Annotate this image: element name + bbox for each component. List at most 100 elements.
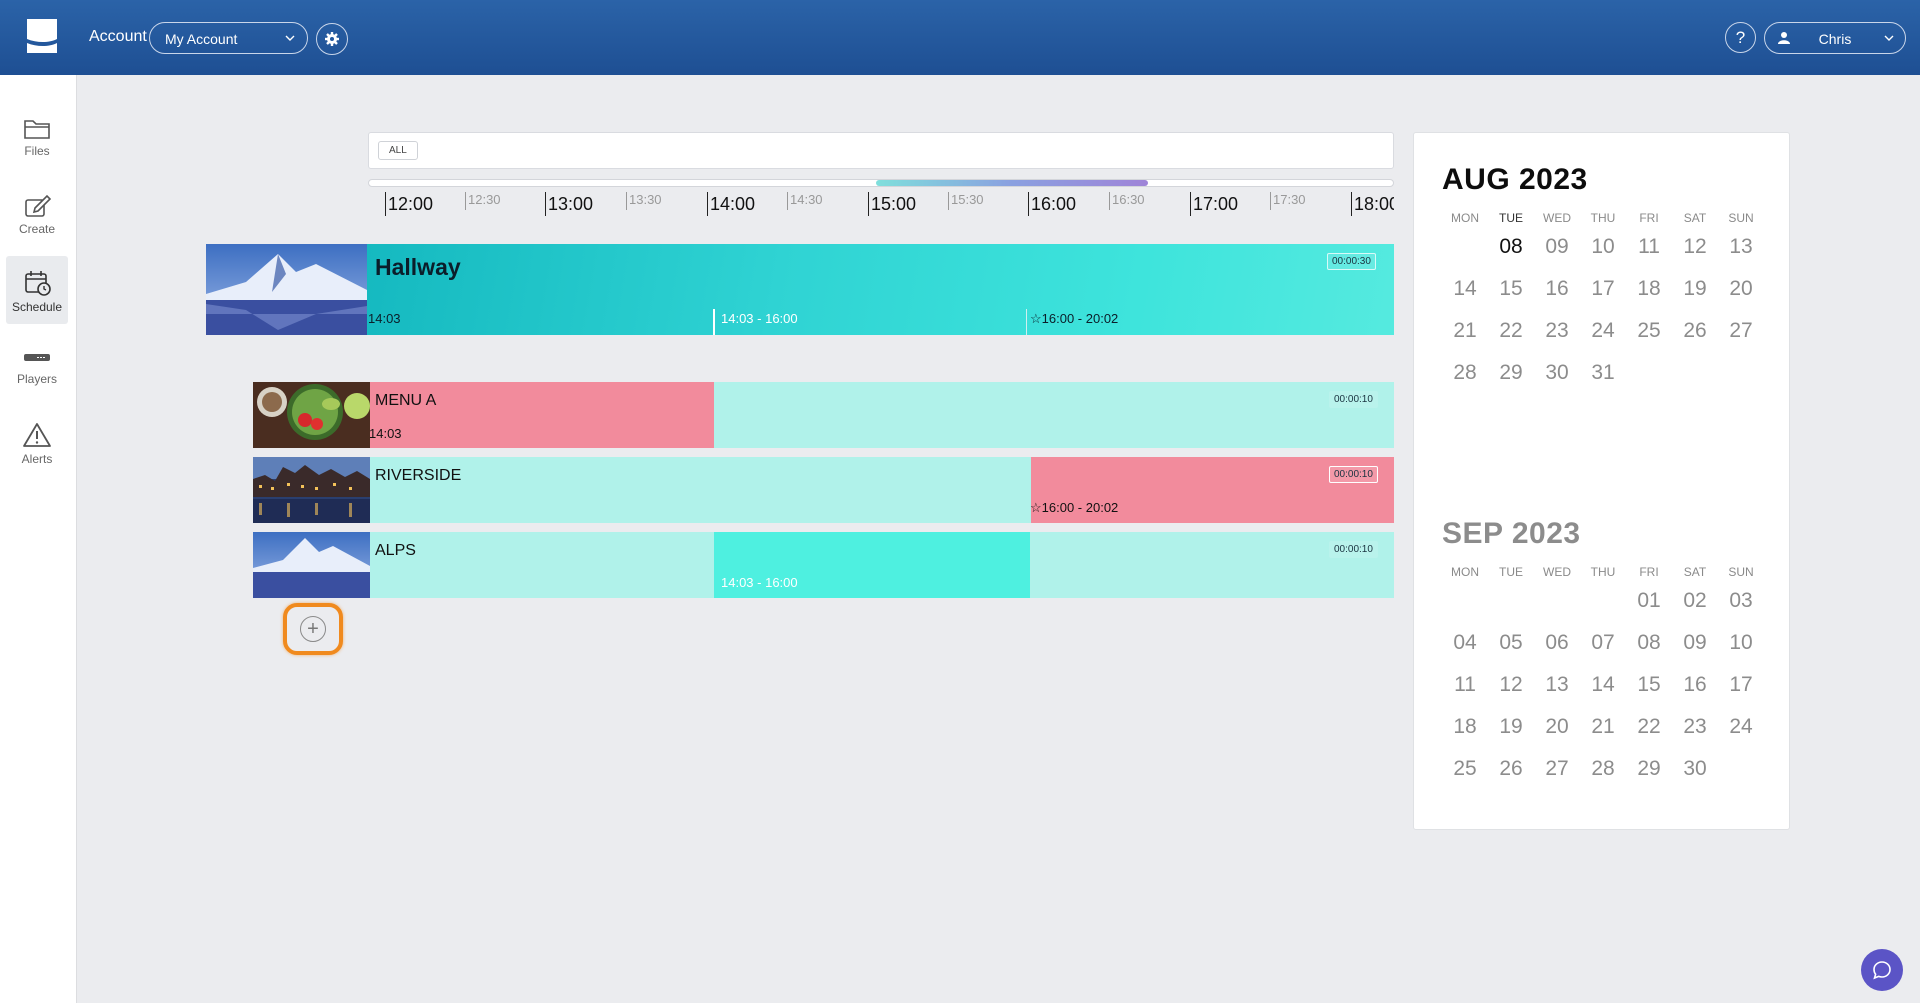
calendar-day[interactable]: 20 — [1545, 715, 1569, 738]
hallway-thumbnail — [206, 244, 367, 335]
calendar-day[interactable]: 19 — [1499, 715, 1523, 738]
calendar-day[interactable]: 02 — [1683, 589, 1707, 612]
weekday-header: SUN — [1728, 565, 1754, 579]
chat-bubble-icon — [1873, 961, 1891, 980]
calendar-day[interactable]: 08 — [1637, 631, 1661, 654]
weekday-header: TUE — [1499, 211, 1523, 225]
help-button[interactable]: ? — [1725, 22, 1756, 53]
weekday-header: MON — [1451, 211, 1479, 225]
calendar-day[interactable]: 26 — [1499, 757, 1523, 780]
timeline-scroll-thumb[interactable] — [876, 180, 1148, 186]
calendar-day[interactable]: 27 — [1545, 757, 1569, 780]
calendar-day[interactable]: 08 — [1499, 235, 1523, 258]
calendar-grid: MON TUE WED THU FRI SAT SUN 01 02 03 04 05 06 07 08 09 1… — [1442, 561, 1772, 795]
calendar-day[interactable]: 19 — [1683, 277, 1707, 300]
calendar-day[interactable]: 22 — [1499, 319, 1523, 342]
calendar-day[interactable]: 29 — [1499, 361, 1523, 384]
calendar-day[interactable]: 17 — [1729, 673, 1753, 696]
calendar-day[interactable]: 30 — [1545, 361, 1569, 384]
calendar-day[interactable]: 10 — [1591, 235, 1615, 258]
calendar-day[interactable]: 11 — [1638, 235, 1660, 258]
sidebar-item-files[interactable]: Files — [6, 104, 68, 172]
account-select[interactable]: My Account — [149, 22, 308, 54]
calendar-day[interactable]: 22 — [1637, 715, 1661, 738]
calendar-day[interactable]: 15 — [1499, 277, 1523, 300]
weekday-header: SAT — [1683, 565, 1707, 579]
calendar-day[interactable]: 28 — [1453, 361, 1477, 384]
sidebar-item-create[interactable]: Create — [6, 180, 68, 248]
calendar-day[interactable]: 06 — [1545, 631, 1569, 654]
sidebar-item-label: Alerts — [21, 452, 53, 466]
calendar-day[interactable]: 01 — [1637, 589, 1661, 612]
weekday-header: TUE — [1499, 565, 1523, 579]
calendar-day[interactable]: 04 — [1453, 631, 1477, 654]
schedule-block[interactable] — [370, 382, 714, 448]
calendar-day[interactable]: 28 — [1591, 757, 1615, 780]
calendar-day[interactable]: 14 — [1453, 277, 1477, 300]
calendar-day[interactable]: 29 — [1637, 757, 1661, 780]
duration-badge: 00:00:30 — [1327, 253, 1376, 270]
account-select-value: My Account — [165, 31, 238, 47]
calendar-day[interactable]: 26 — [1683, 319, 1707, 342]
calendar-day[interactable]: 31 — [1591, 361, 1615, 384]
calendar-day[interactable]: 16 — [1683, 673, 1707, 696]
calendar-day[interactable]: 18 — [1453, 715, 1477, 738]
settings-button[interactable] — [316, 23, 348, 55]
calendar-day[interactable]: 23 — [1683, 715, 1707, 738]
calendar-day[interactable]: 24 — [1591, 319, 1615, 342]
schedule-block-time: 14:03 — [369, 426, 402, 441]
weekday-header: SUN — [1728, 211, 1754, 225]
calendar-day[interactable]: 10 — [1729, 631, 1753, 654]
sidebar-item-label: Files — [24, 144, 50, 158]
riverside-thumbnail — [253, 457, 370, 523]
calendar-day[interactable]: 25 — [1637, 319, 1661, 342]
calendar-day[interactable]: 27 — [1729, 319, 1753, 342]
schedule-block[interactable] — [1031, 457, 1394, 523]
calendar-day[interactable]: 09 — [1683, 631, 1707, 654]
calendar-day[interactable]: 05 — [1499, 631, 1523, 654]
time-tick: 17:00 — [1190, 192, 1238, 216]
calendar-day[interactable]: 03 — [1729, 589, 1753, 612]
player-device-icon — [24, 354, 50, 361]
user-menu-button[interactable]: Chris — [1764, 22, 1906, 54]
calendar-day[interactable]: 14 — [1591, 673, 1615, 696]
user-icon — [1778, 32, 1790, 44]
chevron-down-icon — [1884, 35, 1894, 41]
weekday-header: THU — [1590, 565, 1616, 579]
calendar-day[interactable]: 12 — [1499, 673, 1523, 696]
calendar-day[interactable]: 11 — [1454, 673, 1476, 696]
calendar-day[interactable]: 13 — [1545, 673, 1569, 696]
calendar-day[interactable]: 21 — [1453, 319, 1477, 342]
calendar-day[interactable]: 13 — [1729, 235, 1753, 258]
sidebar-item-alerts[interactable]: Alerts — [6, 408, 68, 476]
sidebar-item-players[interactable]: Players — [6, 332, 68, 400]
calendar-day[interactable]: 21 — [1591, 715, 1615, 738]
calendar-day[interactable]: 16 — [1545, 277, 1569, 300]
filter-chip-all[interactable]: ALL — [378, 141, 418, 160]
calendar-day[interactable]: 09 — [1545, 235, 1569, 258]
calendar-day[interactable]: 17 — [1591, 277, 1615, 300]
calendar-day[interactable]: 12 — [1683, 235, 1707, 258]
calendar-september: SEP 2023 MON TUE WED THU FRI SAT SUN 01 02 03 04 05… — [1442, 517, 1772, 795]
playlist-row-riverside[interactable]: RIVERSIDE 00:00:10 ☆16:00 - 20:02 — [253, 457, 1394, 523]
calendar-day[interactable]: 07 — [1591, 631, 1615, 654]
calendar-day[interactable]: 24 — [1729, 715, 1753, 738]
add-playlist-button[interactable]: + — [283, 603, 343, 655]
schedule-block[interactable] — [714, 532, 1030, 598]
calendar-day[interactable]: 25 — [1453, 757, 1477, 780]
calendar-day[interactable]: 18 — [1637, 277, 1661, 300]
chat-button[interactable] — [1861, 949, 1903, 991]
playlist-row-menu-a[interactable]: MENU A 00:00:10 14:03 — [253, 382, 1394, 448]
sidebar-item-schedule[interactable]: Schedule — [6, 256, 68, 324]
screen-row-hallway[interactable]: Hallway 00:00:30 14:03 14:03 - 16:00 ☆16… — [206, 244, 1394, 335]
playlist-row-alps[interactable]: ALPS 00:00:10 14:03 - 16:00 — [253, 532, 1394, 598]
calendar-day[interactable]: 20 — [1729, 277, 1753, 300]
segment-divider — [1026, 309, 1027, 335]
segment-time: 16:00 - 20:02 — [1041, 311, 1119, 326]
calendar-day[interactable]: 23 — [1545, 319, 1569, 342]
sidebar-item-label: Players — [16, 372, 57, 386]
app-logo-icon[interactable] — [23, 17, 61, 57]
calendar-day[interactable]: 30 — [1683, 757, 1707, 780]
calendar-day[interactable]: 15 — [1637, 673, 1661, 696]
timeline-scrollbar[interactable] — [368, 179, 1394, 187]
